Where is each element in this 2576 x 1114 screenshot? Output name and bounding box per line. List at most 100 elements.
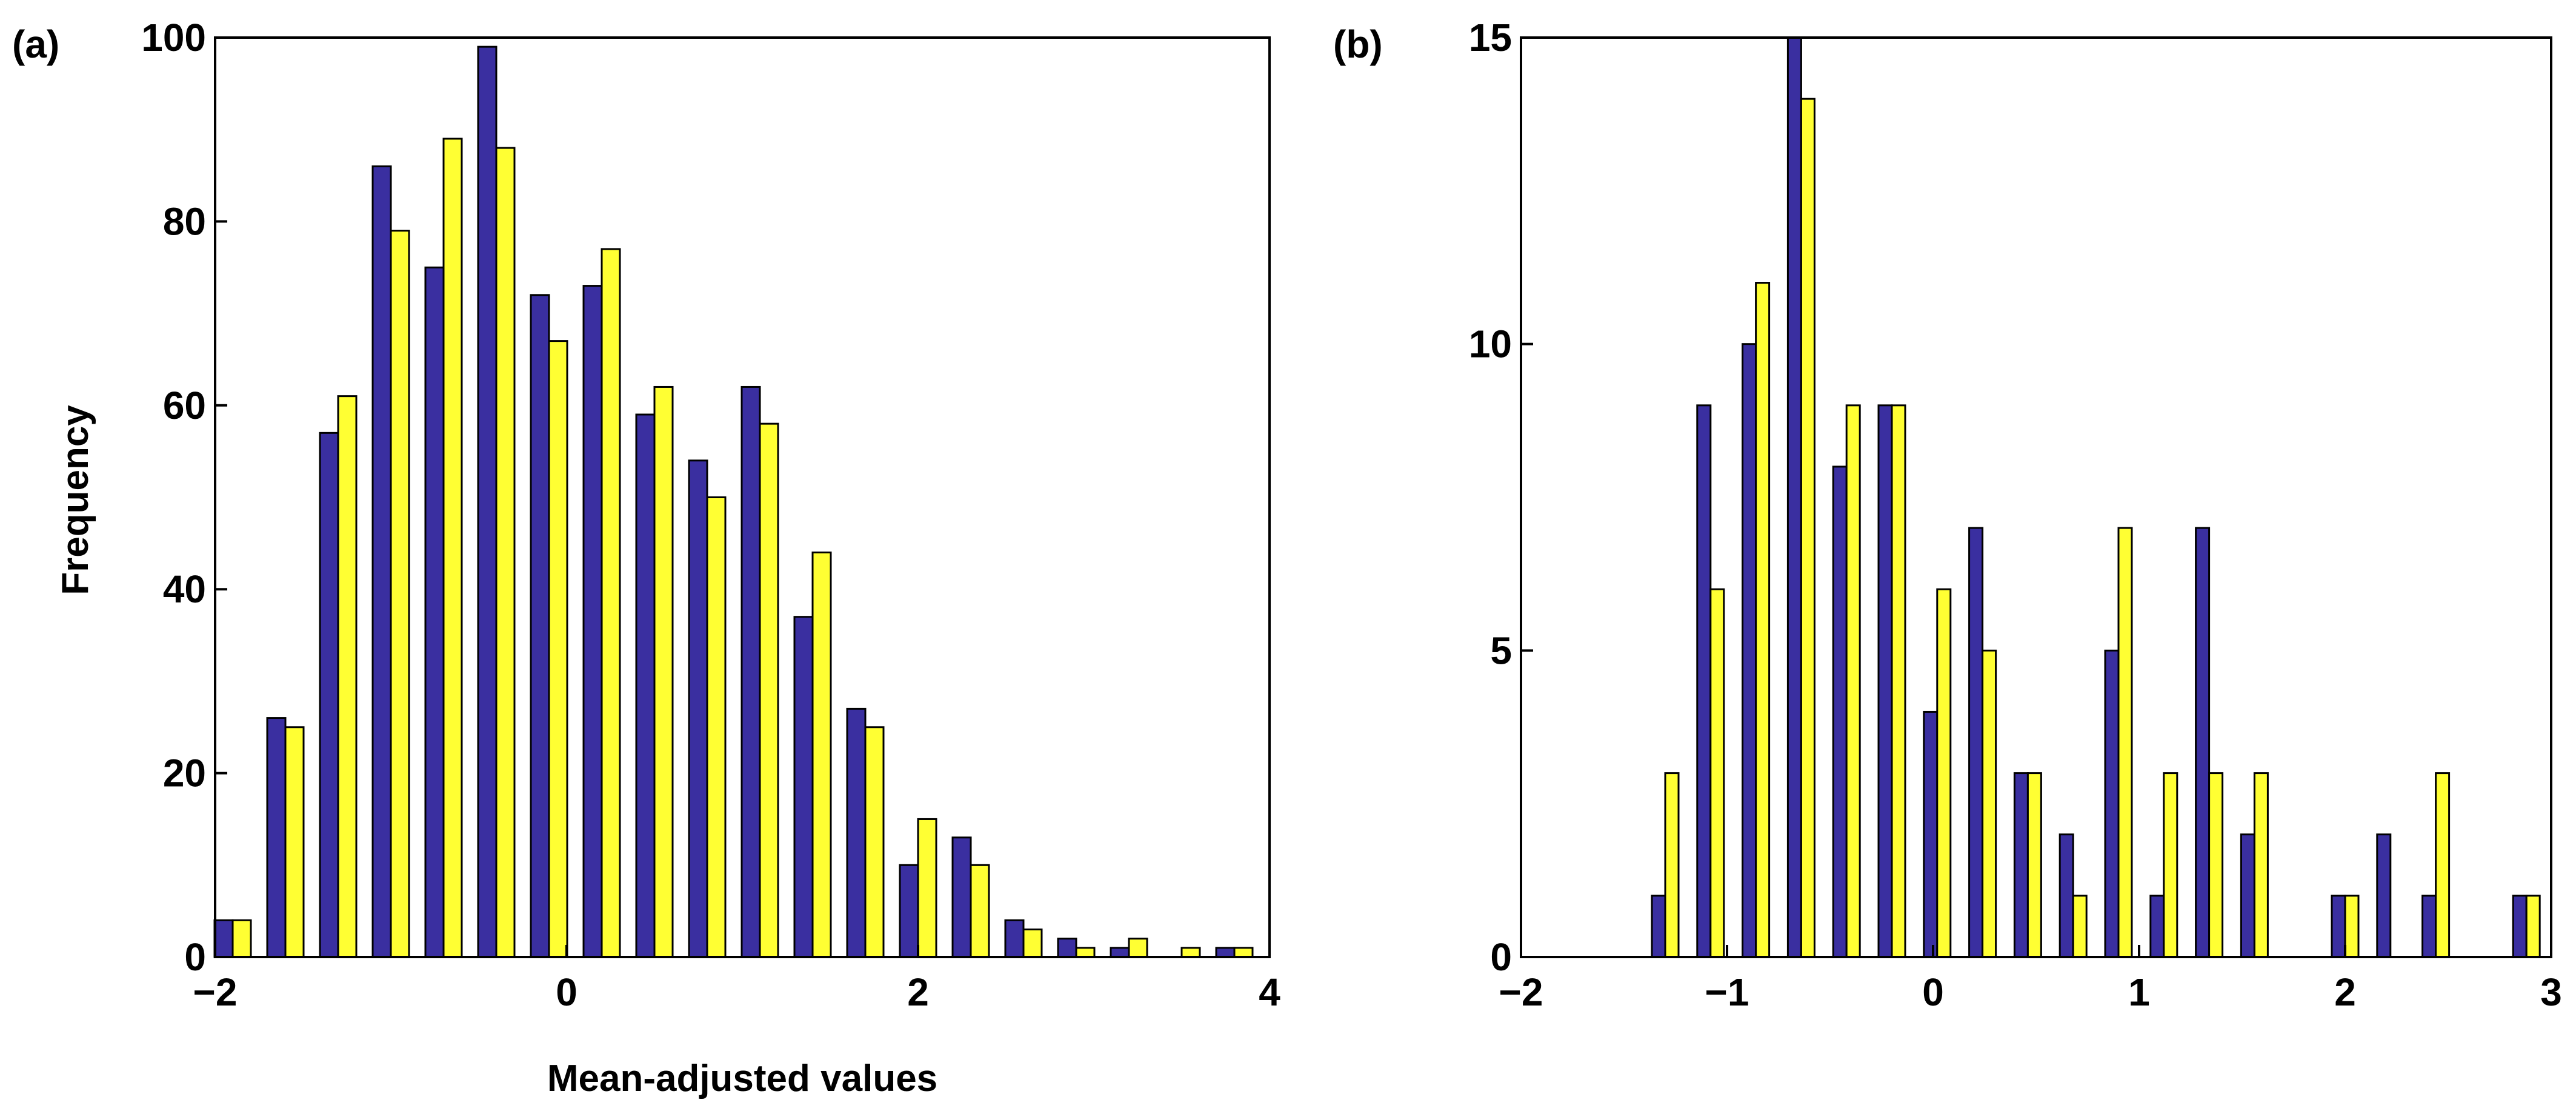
panel-b-series-yellow-bar-6 [1936, 588, 1952, 958]
panel-b-series-blue-bar-19 [2512, 895, 2528, 958]
panel-a-label: (a) [12, 22, 59, 66]
panel-a-series-yellow-bar-11 [811, 552, 832, 958]
panel-b-y-tick-label-2: 10 [1469, 322, 1512, 366]
panel-b-label: (b) [1333, 22, 1383, 66]
panel-b-series-yellow-bar-11 [2163, 772, 2178, 958]
panel-a-y-axis-title: Frequency [55, 405, 96, 595]
panel-b-series-blue-bar-1 [1696, 404, 1712, 958]
panel-a-series-yellow-bar-7 [601, 248, 621, 958]
panel-a-x-tick-label-0: −2 [193, 970, 238, 1014]
panel-a-series-yellow-bar-10 [759, 422, 779, 958]
panel-b-series-blue-bar-13 [2240, 833, 2255, 958]
panel-b-series-yellow-bar-3 [1800, 98, 1816, 958]
panel-b-series-blue-bar-5 [1877, 404, 1893, 958]
panel-a-series-blue-bar-15 [1004, 919, 1025, 958]
panel-a-series-yellow-bar-12 [864, 726, 885, 958]
panel-a-series-blue-bar-13 [899, 864, 919, 958]
panel-a-series-blue-bar-9 [688, 459, 708, 958]
panel-a-plot-frame [214, 36, 1271, 958]
panel-a-y-tick-label-5: 100 [141, 16, 206, 59]
panel-a-x-tick-label-3: 4 [1259, 970, 1280, 1014]
panel-a-series-yellow-bar-15 [1022, 928, 1043, 958]
panel-a-series-yellow-bar-17 [1128, 938, 1148, 958]
panel-b-y-tick-label-0: 0 [1490, 935, 1512, 979]
panel-b-series-yellow-bar-10 [2117, 527, 2133, 958]
panel-a-x-tick-label-1: 0 [556, 970, 577, 1014]
panel-a-series-blue-bar-7 [582, 285, 603, 958]
panel-a-series-blue-bar-8 [635, 413, 656, 958]
panel-a-series-blue-bar-10 [741, 385, 761, 958]
panel-a-y-tick-label-3: 60 [163, 384, 206, 427]
panel-b-series-yellow-bar-15 [2344, 895, 2360, 958]
panel-b-series-yellow-bar-9 [2072, 895, 2088, 958]
panel-a-series-blue-bar-3 [371, 165, 392, 958]
panel-b-plot-frame [1520, 36, 2552, 958]
panel-a-y-tick-label-2: 40 [163, 567, 206, 611]
panel-a-series-blue-bar-6 [530, 294, 550, 958]
panel-b-x-tick-label-1: −1 [1705, 970, 1749, 1014]
panel-b-series-blue-bar-9 [2058, 833, 2074, 958]
panel-a-y-tick-label-0: 0 [184, 935, 206, 979]
panel-b-series-blue-bar-12 [2195, 527, 2211, 958]
panel-a-series-blue-bar-11 [793, 616, 814, 958]
panel-a-series-yellow-bar-16 [1075, 947, 1096, 958]
panel-a-x-axis-title: Mean-adjusted values [547, 1058, 937, 1099]
panel-b-series-blue-bar-7 [1968, 527, 1984, 958]
panel-a-x-tick-label-2: 2 [907, 970, 929, 1014]
panel-b-series-yellow-bar-8 [2026, 772, 2042, 958]
panel-b-series-yellow-bar-12 [2208, 772, 2224, 958]
panel-b-series-blue-bar-16 [2376, 833, 2392, 958]
panel-b-series-blue-bar-10 [2104, 649, 2120, 958]
panel-a-series-yellow-bar-19 [1233, 947, 1254, 958]
panel-b-x-tick-label-3: 1 [2128, 970, 2150, 1014]
panel-a-series-yellow-bar-9 [706, 496, 727, 958]
panel-a-series-blue-bar-12 [846, 707, 867, 958]
panel-a-series-yellow-bar-2 [337, 395, 358, 958]
panel-a-series-yellow-bar-4 [442, 138, 463, 958]
panel-a-series-blue-bar-0 [213, 919, 234, 958]
panel-b-series-blue-bar-11 [2149, 895, 2165, 958]
panel-b-series-blue-bar-15 [2331, 895, 2346, 958]
panel-b-y-tick-label-3: 15 [1469, 16, 1512, 59]
panel-a-y-tick-label-1: 20 [163, 752, 206, 795]
panel-b-y-tick-label-1: 5 [1490, 629, 1512, 672]
panel-a-series-blue-bar-4 [424, 266, 445, 958]
panel-a-series-yellow-bar-5 [495, 147, 516, 958]
panel-a-series-yellow-bar-8 [653, 385, 674, 958]
panel-a-y-tick-label-4: 80 [163, 199, 206, 243]
panel-a-series-yellow-bar-1 [284, 726, 305, 958]
panel-b-series-blue-bar-6 [1923, 710, 1939, 958]
panel-b-series-yellow-bar-2 [1755, 282, 1771, 958]
panel-b-x-tick-label-4: 2 [2334, 970, 2356, 1014]
panel-b-series-blue-bar-4 [1832, 465, 1848, 958]
panel-a-series-yellow-bar-14 [970, 864, 990, 958]
panel-a-series-yellow-bar-13 [917, 818, 937, 958]
panel-b-series-blue-bar-3 [1786, 36, 1802, 958]
panel-b-series-yellow-bar-4 [1845, 404, 1861, 958]
panel-b: (b) −2 −1 0 1 2 3 0 5 10 15 [1333, 16, 2562, 1014]
panel-a-series-blue-bar-17 [1110, 947, 1130, 958]
panel-a-series-blue-bar-19 [1215, 947, 1236, 958]
panel-a-series-blue-bar-5 [477, 45, 498, 958]
panel-a-series-blue-bar-1 [266, 717, 287, 958]
panel-a-series-blue-bar-2 [319, 432, 339, 958]
panel-a-series-yellow-bar-0 [231, 919, 252, 958]
panel-b-series-yellow-bar-17 [2435, 772, 2451, 958]
panel-b-series-yellow-bar-19 [2525, 895, 2541, 958]
panel-b-series-yellow-bar-13 [2253, 772, 2269, 958]
panel-a-series-yellow-bar-3 [390, 230, 410, 958]
panel-b-series-yellow-bar-7 [1982, 649, 1997, 958]
panel-b-series-blue-bar-2 [1742, 343, 1757, 958]
panel-b-series-blue-bar-8 [2013, 772, 2029, 958]
panel-b-series-yellow-bar-5 [1891, 404, 1906, 958]
panel-b-x-tick-label-5: 3 [2540, 970, 2562, 1014]
panel-a-series-yellow-bar-6 [548, 340, 568, 958]
panel-b-series-blue-bar-0 [1651, 895, 1666, 958]
panel-a-series-yellow-bar-18 [1180, 947, 1201, 958]
panel-b-series-blue-bar-17 [2421, 895, 2437, 958]
panel-a-series-blue-bar-14 [951, 836, 972, 958]
panel-b-series-yellow-bar-0 [1664, 772, 1680, 958]
panel-b-series-yellow-bar-1 [1709, 588, 1725, 958]
